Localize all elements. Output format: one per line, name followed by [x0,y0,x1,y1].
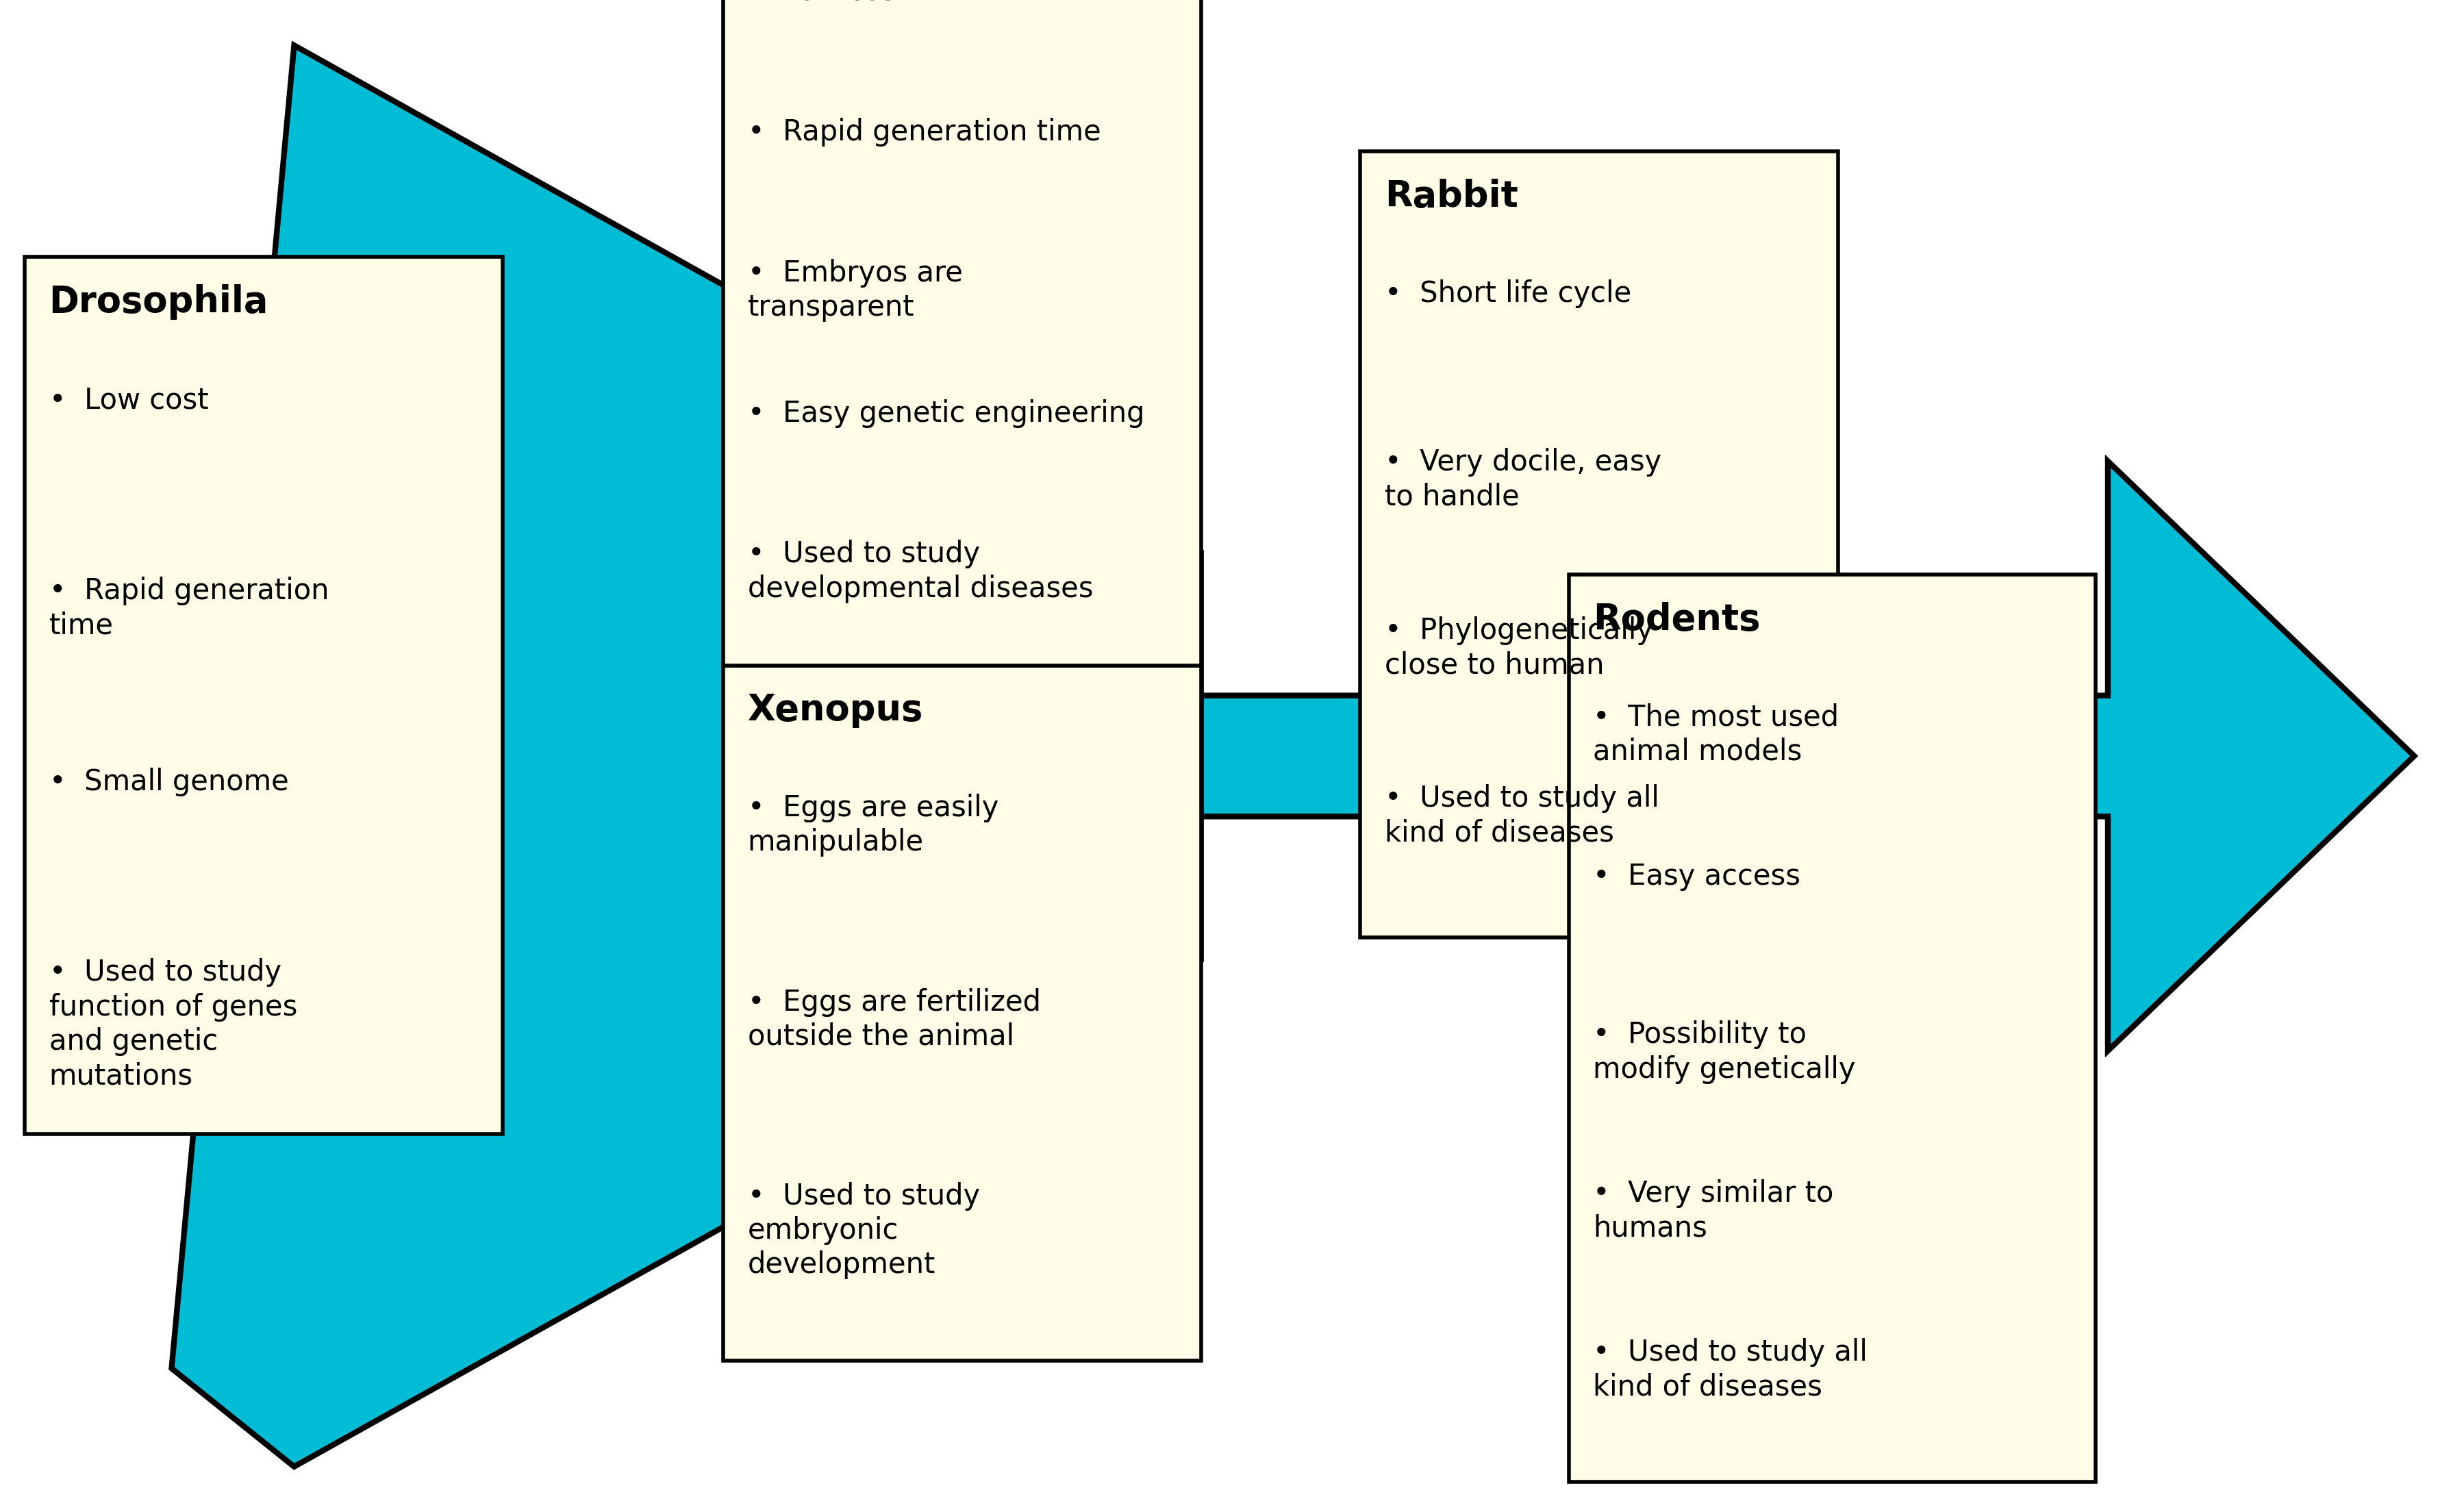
Text: •  Phylogenetically
close to human: • Phylogenetically close to human [1385,617,1654,679]
Text: •  Embryos are
transparent: • Embryos are transparent [748,259,963,322]
Text: •  Rapid generation
time: • Rapid generation time [49,576,328,640]
Text: •  Possibility to
modify genetically: • Possibility to modify genetically [1593,1021,1855,1084]
Text: •  Used to study all
kind of diseases: • Used to study all kind of diseases [1593,1338,1868,1402]
Text: Rodents: Rodents [1593,602,1760,638]
Text: •  The most used
animal models: • The most used animal models [1593,703,1838,767]
Text: •  Used to study
embryonic
development: • Used to study embryonic development [748,1182,980,1279]
Text: •  Very similar to
humans: • Very similar to humans [1593,1179,1833,1243]
FancyBboxPatch shape [1360,151,1838,937]
Text: Xenopus: Xenopus [748,692,922,729]
Text: •  Used to study all
kind of diseases: • Used to study all kind of diseases [1385,785,1659,848]
Text: •  Short life cycle: • Short life cycle [1385,280,1632,308]
Text: •  Rapid generation time: • Rapid generation time [748,118,1100,147]
Text: •  Easy access: • Easy access [1593,862,1801,891]
FancyBboxPatch shape [723,0,1201,665]
Text: •  Used to study
function of genes
and genetic
mutations: • Used to study function of genes and ge… [49,959,297,1090]
Text: •  Eggs are easily
manipulable: • Eggs are easily manipulable [748,794,998,857]
FancyBboxPatch shape [723,665,1201,1361]
Text: •  Very docile, easy
to handle: • Very docile, easy to handle [1385,448,1662,511]
Text: •  Eggs are fertilized
outside the animal: • Eggs are fertilized outside the animal [748,987,1042,1051]
FancyBboxPatch shape [25,257,502,1134]
FancyBboxPatch shape [1569,575,2096,1482]
Text: •  Used to study
developmental diseases: • Used to study developmental diseases [748,540,1093,603]
Text: •  Low cost: • Low cost [748,0,907,6]
Text: •  Low cost: • Low cost [49,386,208,414]
Polygon shape [172,45,2414,1467]
Text: Rabbit: Rabbit [1385,178,1517,215]
Text: Drosophila: Drosophila [49,284,270,321]
Text: •  Small genome: • Small genome [49,767,289,797]
Text: •  Easy genetic engineering: • Easy genetic engineering [748,399,1145,428]
